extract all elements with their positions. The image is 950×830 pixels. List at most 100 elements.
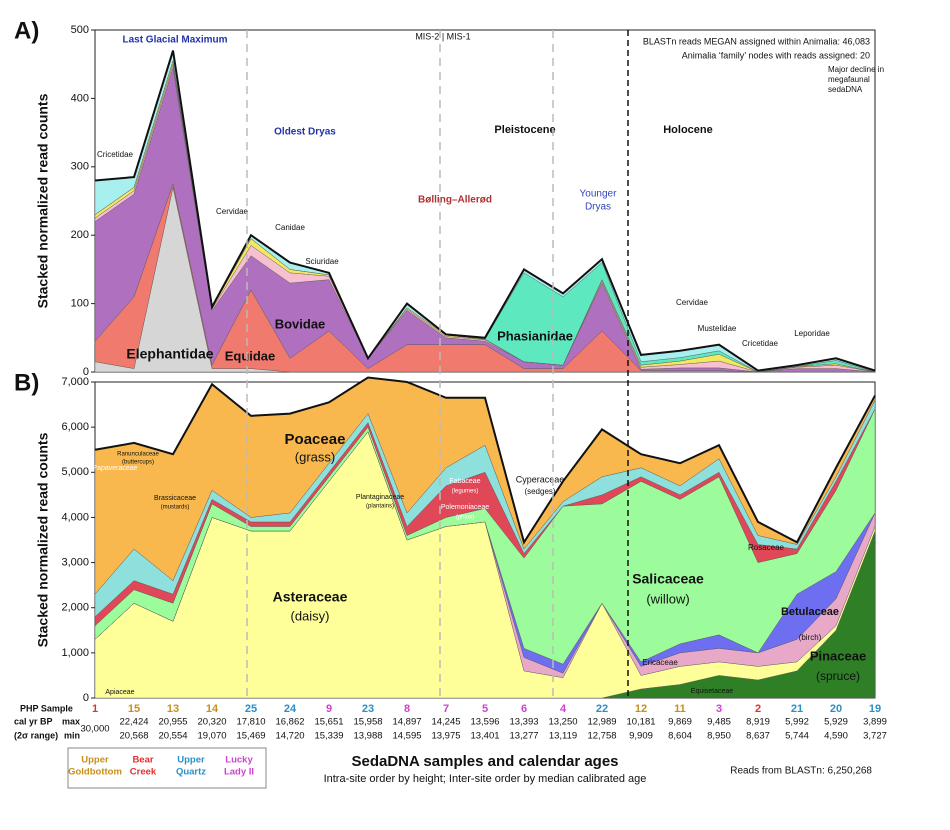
row-label: max	[62, 716, 80, 726]
age-max: 22,424	[119, 717, 148, 728]
y-tick-label: 5,000	[61, 466, 89, 478]
age-min: 8,604	[668, 731, 692, 742]
age-min: 4,590	[824, 731, 848, 742]
x-axis-subtitle: Intra-site order by height; Inter-site o…	[324, 773, 647, 785]
sample-label: 19	[869, 703, 881, 715]
y-tick-label: 3,000	[61, 556, 89, 568]
annotation: Major decline in	[828, 65, 884, 74]
site-legend-label: Goldbottom	[68, 767, 122, 778]
age-min: 20,568	[119, 731, 148, 742]
site-legend-label: Lucky	[225, 755, 253, 766]
y-tick-label: 4,000	[61, 511, 89, 523]
series-label: Cervidae	[216, 207, 249, 216]
series-label: Equidae	[225, 348, 276, 363]
sample-label: 22	[596, 703, 608, 715]
site-legend-label: Upper	[177, 755, 205, 766]
sample-label: 3	[716, 703, 722, 715]
series-label: Phasianidae	[497, 328, 573, 343]
age-min: 20,554	[158, 731, 187, 742]
y-tick-label: 200	[71, 229, 89, 241]
series-label: Bovidae	[275, 316, 326, 331]
age-max: 13,250	[548, 717, 577, 728]
y-tick-label: 500	[71, 24, 89, 36]
y-tick-label: 300	[71, 161, 89, 173]
annotation: BLASTn reads MEGAN assigned within Anima…	[643, 36, 870, 46]
annotation: Oldest Dryas	[274, 127, 336, 138]
sample-label: 9	[326, 703, 332, 715]
panel-label: B)	[14, 369, 39, 396]
annotation: (plantains)	[366, 504, 394, 510]
series-label: Pinaceae	[810, 648, 866, 663]
annotation: Equisetaceae	[691, 688, 734, 695]
age-max: 9,869	[668, 717, 692, 728]
age-min: 8,637	[746, 731, 770, 742]
sample-label: 8	[404, 703, 410, 715]
site-legend-label: Bear	[132, 755, 153, 766]
y-tick-label: 0	[83, 692, 89, 704]
series-label: Ericaceae	[642, 658, 678, 667]
row-label: cal yr BP	[14, 716, 53, 726]
row-label: min	[64, 730, 80, 740]
y-tick-label: 0	[83, 366, 89, 378]
site-legend-label: Quartz	[176, 767, 206, 778]
series-common-name: (spruce)	[816, 669, 860, 683]
annotation: megafaunal	[828, 75, 870, 84]
row-label: (2σ range)	[14, 730, 58, 740]
age-min: 13,975	[431, 731, 460, 742]
age-min: 14,720	[275, 731, 304, 742]
annotation: sedaDNA	[828, 85, 863, 94]
annotation: Canidae	[275, 223, 305, 232]
series-common-name: (willow)	[646, 591, 689, 606]
age-max: 20,320	[197, 717, 226, 728]
panel-label: A)	[14, 17, 39, 44]
series-label: Poaceae	[285, 431, 346, 448]
series-label: Asteraceae	[273, 589, 348, 605]
y-tick-label: 2,000	[61, 602, 89, 614]
series-label: Cricetidae	[97, 150, 134, 159]
age-max: 16,862	[275, 717, 304, 728]
x-axis-title: SedaDNA samples and calendar ages	[351, 753, 618, 770]
sample-label: 13	[167, 703, 179, 715]
site-legend-label: Creek	[130, 767, 157, 778]
annotation: Younger	[580, 189, 618, 200]
y-axis-label: Stacked normalized read counts	[35, 432, 51, 647]
sample-label: 11	[674, 703, 686, 715]
series-label: Sciuridae	[305, 257, 339, 266]
age-max: 8,919	[746, 717, 770, 728]
sample-label: 6	[521, 703, 527, 715]
y-tick-label: 400	[71, 92, 89, 104]
age-min: 8,950	[707, 731, 731, 742]
age-max: 9,485	[707, 717, 731, 728]
series-label: Betulaceae	[781, 606, 839, 618]
annotation: Last Glacial Maximum	[122, 35, 227, 46]
row-label: PHP Sample	[20, 703, 73, 713]
sample-label: 4	[560, 703, 567, 715]
age-max: 20,955	[158, 717, 187, 728]
series-common-name: (daisy)	[290, 608, 329, 623]
annotation: Brassicaceae	[154, 495, 196, 502]
total-outline	[94, 376, 876, 545]
annotation: Holocene	[663, 124, 713, 136]
annotation: (legumes)	[452, 489, 479, 495]
sample-label: 5	[482, 703, 488, 715]
age-max: 12,989	[587, 717, 616, 728]
reads-note: Reads from BLASTn: 6,250,268	[730, 766, 872, 777]
annotation: Cervidae	[676, 298, 709, 307]
annotation: Mustelidae	[698, 324, 737, 333]
series-label: Salicaceae	[632, 571, 704, 587]
site-legend-box	[67, 747, 267, 789]
age-max: 3,899	[863, 717, 887, 728]
sample-label: 14	[206, 703, 219, 715]
age-min: 3,727	[863, 731, 887, 742]
y-tick-label: 7,000	[61, 376, 89, 388]
series-label: Elephantidae	[126, 346, 213, 362]
y-tick-label: 100	[71, 298, 89, 310]
sample-label: 25	[245, 703, 257, 715]
series-common-name: (sedges)	[524, 487, 555, 496]
age-max: 14,245	[431, 717, 460, 728]
total-outline	[94, 50, 876, 372]
sample-label: 12	[635, 703, 647, 715]
annotation: Pleistocene	[494, 124, 555, 136]
site-legend-label: Lady II	[224, 767, 254, 778]
